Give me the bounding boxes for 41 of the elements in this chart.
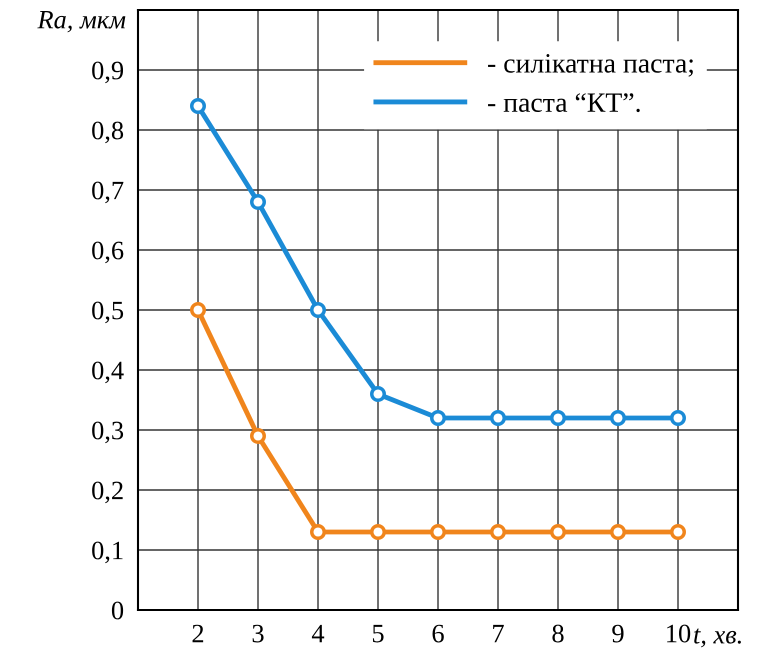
- point: [670, 410, 686, 426]
- y-tick-label: 0,9: [92, 62, 124, 84]
- y-tick-label: 0,5: [92, 302, 124, 324]
- point: [550, 410, 566, 426]
- point: [610, 410, 626, 426]
- point: [310, 302, 326, 318]
- x-tick-label: 9: [612, 624, 624, 642]
- y-tick-label: 0,8: [92, 122, 124, 144]
- y-tick-label: 0,6: [92, 242, 124, 264]
- x-tick-label: 5: [372, 624, 384, 642]
- legend-label: - паста “КТ”.: [488, 93, 640, 112]
- point: [250, 428, 266, 444]
- y-tick-label: 0: [112, 602, 124, 620]
- x-tick-label: 4: [312, 624, 324, 642]
- point: [190, 302, 206, 318]
- point: [250, 194, 266, 210]
- legend-label: - силікатна паста;: [488, 54, 693, 77]
- y-tick-label: 0,1: [92, 542, 123, 564]
- y-tick-label: 0,2: [92, 482, 123, 504]
- x-axis-title: t, хв.: [694, 628, 741, 648]
- point: [190, 98, 206, 114]
- x-tick-label: 8: [552, 624, 564, 642]
- point: [370, 524, 386, 540]
- point: [610, 524, 626, 540]
- point: [430, 524, 446, 540]
- point: [490, 410, 506, 426]
- y-tick-label: 0,7: [92, 182, 124, 204]
- y-tick-label: 0,3: [92, 422, 124, 444]
- x-tick-label: 3: [252, 624, 264, 642]
- point: [430, 410, 446, 426]
- y-axis-title: Ra, мкм: [37, 11, 126, 32]
- point: [370, 386, 386, 402]
- point: [490, 524, 506, 540]
- x-tick-label: 7: [493, 624, 504, 642]
- point: [670, 524, 686, 540]
- point: [550, 524, 566, 540]
- x-tick-label: 6: [432, 624, 444, 642]
- y-tick-label: 0,4: [92, 362, 124, 384]
- point: [310, 524, 326, 540]
- x-tick-label: 2: [192, 624, 204, 642]
- x-tick-label: 10: [667, 624, 690, 642]
